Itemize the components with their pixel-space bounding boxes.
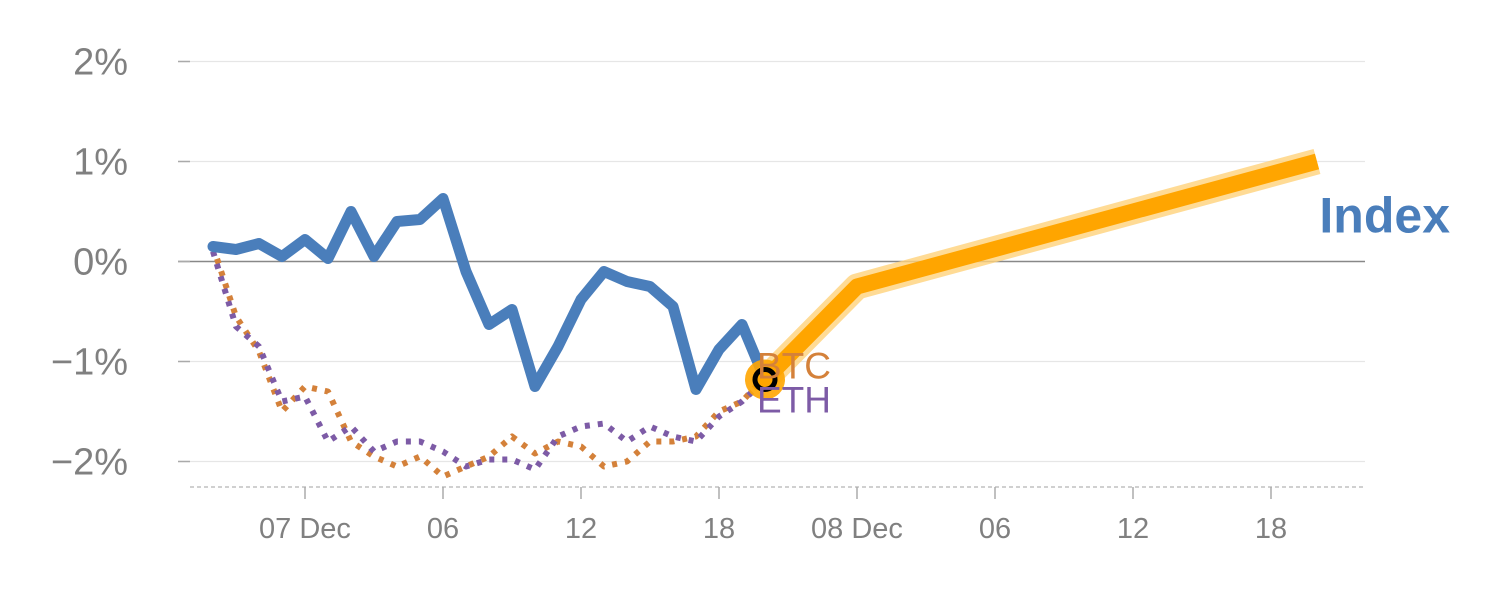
x-tick-label: 12: [565, 513, 597, 545]
y-tick-label: 0%: [73, 242, 128, 284]
markers: [745, 359, 785, 400]
current-point-marker: [752, 367, 778, 392]
btc-series-label: BTC: [757, 346, 831, 387]
x-tick-labels: 07 Dec 06 12 18 08 Dec 06 12 18: [259, 487, 1287, 545]
x-tick-label: 08 Dec: [811, 513, 903, 545]
x-tick-label: 06: [427, 513, 459, 545]
y-tick-label: −1%: [51, 342, 128, 384]
x-tick-label: 18: [1255, 513, 1287, 545]
y-tick-labels: 2% 1% 0% −1% −2%: [51, 42, 128, 484]
eth-series-label: ETH: [757, 380, 831, 421]
btc-series-line: [210, 245, 768, 480]
y-tick-label: −2%: [51, 442, 128, 484]
y-tick-label: 2%: [73, 42, 128, 84]
series-labels: BTC ETH Index: [757, 188, 1450, 421]
x-tick-label: 12: [1117, 513, 1149, 545]
forecast-line: [759, 153, 1320, 386]
x-tick-label: 07 Dec: [259, 513, 351, 545]
y-tick-label: 1%: [73, 142, 128, 184]
forecast-line-glow: [755, 148, 1321, 389]
x-tick-label: 06: [979, 513, 1011, 545]
series-lines: [207, 148, 1321, 480]
index-series-line: [207, 193, 771, 395]
index-series-label: Index: [1319, 188, 1450, 244]
x-tick-label: 18: [703, 513, 735, 545]
